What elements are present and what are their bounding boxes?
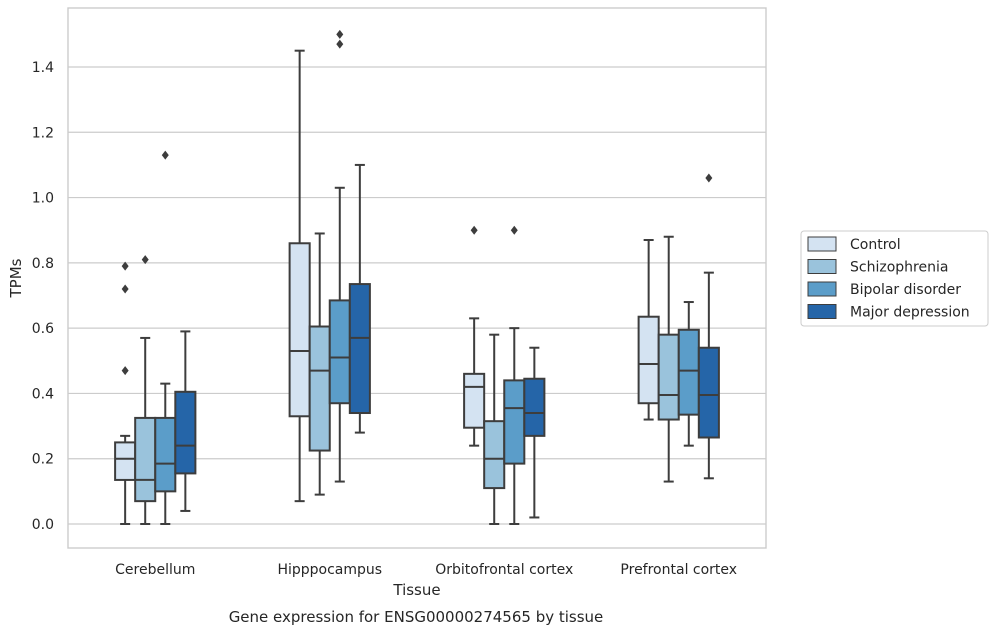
y-tick-labels: 0.0 0.2 0.4 0.6 0.8 1.0 1.2 1.4 [32, 60, 54, 533]
outlier-point [510, 225, 518, 235]
legend-frame [800, 230, 989, 327]
y-tick-label: 0.4 [32, 386, 54, 402]
legend-label: Schizophrenia [850, 260, 948, 276]
box-0-1 [134, 255, 157, 525]
x-tick-labels: Cerebellum Hipppocampus Orbitofrontal cort… [115, 562, 737, 578]
box-iqr [637, 315, 660, 405]
y-tick-label: 0.6 [32, 321, 54, 337]
outlier-point [336, 39, 344, 49]
legend-label: Bipolar disorder [850, 282, 961, 298]
legend-label: Control [850, 237, 901, 253]
outlier-point [121, 261, 129, 271]
box-iqr [657, 333, 680, 421]
legend-swatch [807, 281, 837, 297]
legend-swatch [807, 236, 837, 252]
box-0-3 [174, 330, 197, 512]
x-tick-label: Prefrontal cortex [620, 562, 737, 578]
box-3-3 [697, 173, 720, 480]
y-tick-label: 0.8 [32, 256, 54, 272]
box-iqr [503, 379, 526, 465]
legend-swatch [807, 259, 837, 274]
box-iqr [348, 283, 371, 415]
y-tick-label: 1.4 [32, 60, 54, 76]
box-iqr [328, 299, 351, 405]
plot-frame [67, 7, 767, 549]
box-iqr [134, 416, 157, 503]
box-iqr [697, 346, 720, 439]
box-iqr [114, 441, 137, 481]
box-iqr [308, 325, 331, 452]
outlier-point [141, 255, 149, 265]
box-iqr [154, 416, 177, 493]
box-0-2 [154, 150, 177, 525]
box-iqr [677, 328, 700, 416]
x-tick-label: Hipppocampus [277, 562, 382, 578]
outlier-point [121, 366, 129, 376]
box-iqr [174, 390, 197, 475]
box-groups [114, 29, 720, 525]
box-0-0 [114, 261, 137, 525]
box-1-1 [308, 232, 331, 496]
box-3-1 [657, 235, 680, 483]
box-iqr [288, 242, 311, 418]
outlier-point [161, 150, 169, 160]
y-tick-label: 0.2 [32, 452, 54, 468]
figure-caption: Gene expression for ENSG00000274565 by t… [229, 608, 604, 626]
legend: Control Schizophrenia Bipolar disorder Majo… [800, 230, 989, 327]
box-2-2 [503, 225, 526, 525]
box-2-3 [523, 346, 546, 519]
box-2-0 [463, 225, 486, 447]
box-iqr [463, 372, 486, 429]
x-tick-label: Cerebellum [115, 562, 195, 578]
outlier-point [470, 225, 478, 235]
box-iqr [483, 420, 506, 490]
y-axis-label: TPMs [7, 258, 25, 298]
box-1-3 [348, 163, 371, 434]
legend-label: Major depression [850, 305, 970, 321]
legend-swatch [807, 304, 837, 319]
outlier-point [705, 173, 713, 183]
x-axis-label: Tissue [392, 581, 440, 599]
y-tick-label: 1.2 [32, 125, 54, 141]
box-2-1 [483, 333, 506, 525]
box-iqr [523, 377, 546, 437]
y-tick-label: 0.0 [32, 517, 54, 533]
outlier-point [336, 29, 344, 39]
x-tick-label: Orbitofrontal cortex [435, 562, 573, 578]
outlier-point [121, 284, 129, 294]
y-tick-label: 1.0 [32, 191, 54, 207]
